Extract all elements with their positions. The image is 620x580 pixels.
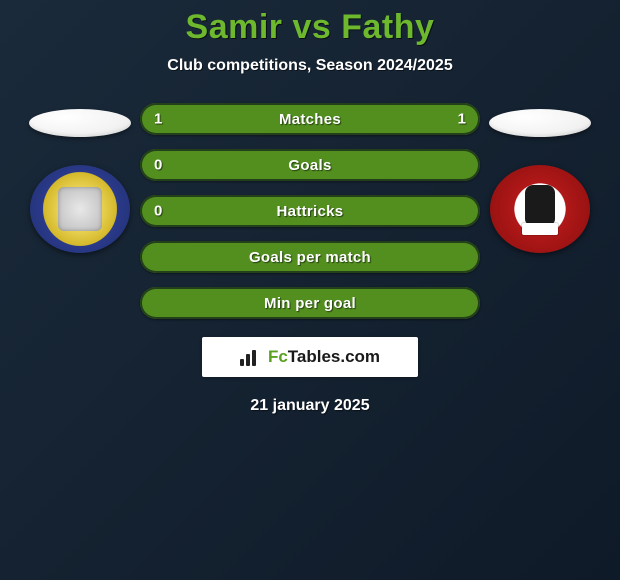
page-subtitle: Club competitions, Season 2024/2025 (0, 57, 620, 75)
stat-left-value: 0 (154, 203, 162, 220)
stat-row-min-per-goal: Min per goal (140, 287, 480, 319)
bar-chart-icon (240, 348, 262, 366)
stat-label: Hattricks (277, 203, 344, 220)
stat-left-value: 1 (154, 111, 162, 128)
right-club-badge-icon (490, 165, 590, 253)
brand-text: FcTables.com (268, 347, 380, 367)
stat-label: Goals (288, 157, 331, 174)
stat-left-value: 0 (154, 157, 162, 174)
comparison-card: Samir vs Fathy Club competitions, Season… (0, 0, 620, 415)
stat-row-goals: 0 Goals (140, 149, 480, 181)
stat-row-goals-per-match: Goals per match (140, 241, 480, 273)
left-player-column (20, 103, 140, 253)
stat-right-value: 1 (458, 111, 466, 128)
stat-rows: 1 Matches 1 0 Goals 0 Hattricks Goals pe… (140, 103, 480, 319)
stat-row-hattricks: 0 Hattricks (140, 195, 480, 227)
brand-suffix: Tables.com (288, 347, 380, 366)
left-club-badge-icon (30, 165, 130, 253)
brand-link[interactable]: FcTables.com (202, 337, 418, 377)
stat-row-matches: 1 Matches 1 (140, 103, 480, 135)
stat-label: Goals per match (249, 249, 371, 266)
stats-area: 1 Matches 1 0 Goals 0 Hattricks Goals pe… (0, 103, 620, 319)
page-title: Samir vs Fathy (0, 8, 620, 47)
stat-label: Min per goal (264, 295, 356, 312)
footer-date: 21 january 2025 (0, 397, 620, 415)
brand-prefix: Fc (268, 347, 288, 366)
stat-label: Matches (279, 111, 341, 128)
left-player-avatar (29, 109, 131, 137)
right-player-column (480, 103, 600, 253)
right-player-avatar (489, 109, 591, 137)
